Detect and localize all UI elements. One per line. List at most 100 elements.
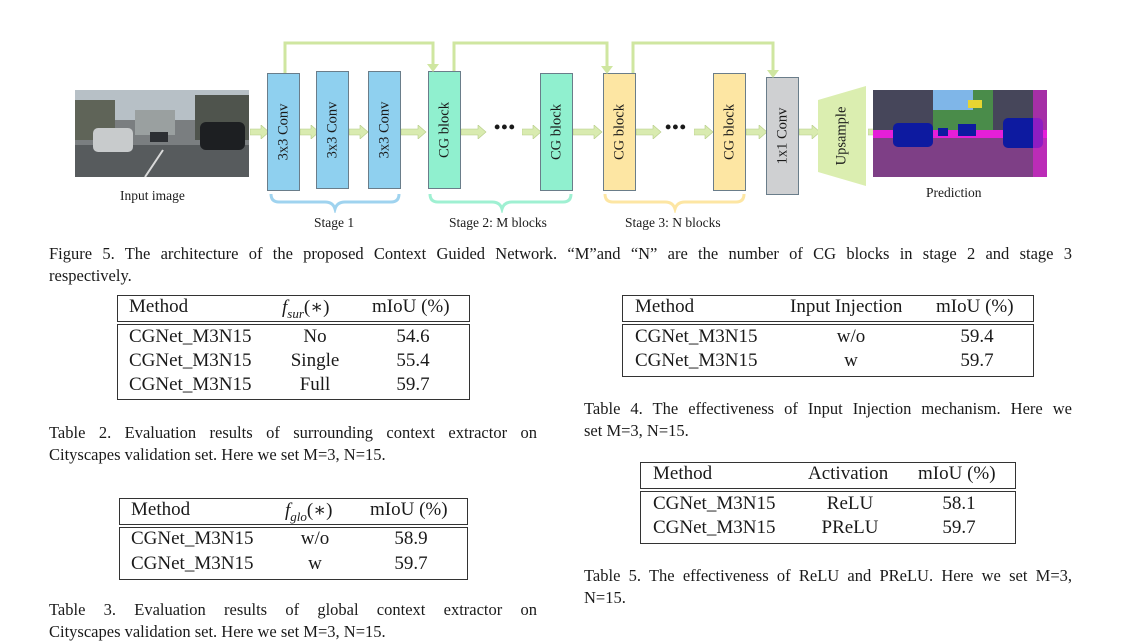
cg-block-label: CG block: [611, 104, 627, 160]
table-cell: CGNet_M3N15: [635, 326, 758, 347]
ellipsis: •••: [494, 117, 516, 137]
header-fsur: fsur(∗): [282, 297, 330, 321]
header-miou: mIoU (%): [936, 296, 1014, 317]
input-image-label: Input image: [120, 188, 185, 203]
conv3x3-block-1: 3x3 Conv: [267, 73, 300, 191]
cg-block-label: CG block: [721, 104, 737, 160]
skip-connections: [283, 41, 779, 78]
upsample-label: Upsample: [833, 106, 850, 166]
conv3x3-block-label: 3x3 Conv: [324, 101, 340, 159]
header-method: Method: [131, 499, 191, 520]
ellipsis: •••: [665, 117, 687, 137]
conv1x1-block-label: 1x1 Conv: [774, 107, 790, 165]
table-cell: 59.7: [396, 374, 430, 395]
table-body-box: [119, 527, 468, 580]
arrow-icon: [401, 125, 427, 139]
table-header-box: [640, 462, 1016, 489]
conv3x3-block-3: 3x3 Conv: [368, 71, 401, 189]
arrow-icon: [746, 125, 768, 139]
table-header-box: [119, 498, 468, 525]
cg-block-stage2-last: CG block: [540, 73, 573, 191]
table-cell: 58.9: [394, 528, 428, 549]
stage-braces: [269, 193, 746, 213]
table-cell: 59.4: [960, 326, 994, 347]
table-cell: 59.7: [960, 350, 994, 371]
stage1-label: Stage 1: [314, 215, 355, 230]
arrow-icon: [349, 125, 369, 139]
table-cell: Full: [299, 374, 331, 395]
table-cell: ReLU: [826, 493, 874, 514]
table-cell: 55.4: [396, 350, 430, 371]
cg-block-label: CG block: [436, 102, 452, 158]
table-cell: CGNet_M3N15: [635, 350, 758, 371]
header-activation: Activation: [808, 463, 889, 484]
table-cell: 58.1: [942, 493, 976, 514]
table-cell: Single: [290, 350, 340, 371]
arrow-icon: [522, 125, 542, 139]
arrow-icon: [300, 125, 320, 139]
table-header-box: [622, 295, 1034, 322]
cg-block-stage2-first: CG block: [428, 71, 461, 189]
prediction-image: [873, 90, 1047, 177]
header-method: Method: [653, 463, 713, 484]
street-photo: [75, 90, 249, 177]
architecture-figure: Input image 3x3 Conv 3x3 Conv 3x3 Conv C…: [60, 30, 1060, 235]
table4: Method Input Injection mIoU (%) CGNet_M3…: [622, 295, 1036, 379]
conv3x3-block-label: 3x3 Conv: [376, 101, 392, 159]
header-method: Method: [129, 296, 189, 317]
table5-caption-line2: N=15.: [584, 588, 626, 607]
stage2-label: Stage 2: M blocks: [449, 215, 547, 230]
header-input-injection: Input Injection: [790, 296, 903, 317]
header-method: Method: [635, 296, 695, 317]
table-cell: 54.6: [396, 326, 430, 347]
conv3x3-block-label: 3x3 Conv: [275, 103, 291, 161]
table-cell: 59.7: [942, 517, 976, 538]
stage3-label: Stage 3: N blocks: [625, 215, 721, 230]
table-cell: CGNet_M3N15: [653, 517, 776, 538]
arrow-icon: [636, 125, 662, 139]
header-miou: mIoU (%): [370, 499, 448, 520]
conv1x1-block: 1x1 Conv: [766, 77, 799, 195]
upsample-block: [818, 86, 866, 186]
table4-caption-line1: Table 4. The effectiveness of Input Inje…: [584, 399, 1072, 418]
input-image: [75, 90, 249, 177]
table-cell: 59.7: [394, 553, 428, 574]
table-header-box: [117, 295, 470, 322]
segmentation-map: [873, 90, 1047, 177]
table2-caption-line2: Cityscapes validation set. Here we set M…: [49, 445, 386, 464]
header-fglo: fglo(∗): [285, 500, 333, 524]
conv3x3-block-2: 3x3 Conv: [316, 71, 349, 189]
table3: Method fglo(∗) mIoU (%) CGNet_M3N15 w/o …: [119, 498, 469, 582]
table-body-box: [640, 491, 1016, 544]
arrow-icon: [250, 125, 270, 139]
header-miou: mIoU (%): [372, 296, 450, 317]
arrow-icon: [799, 125, 821, 139]
table-cell: CGNet_M3N15: [129, 326, 252, 347]
table-cell: CGNet_M3N15: [131, 553, 254, 574]
table-cell: CGNet_M3N15: [653, 493, 776, 514]
prediction-label: Prediction: [926, 185, 982, 200]
figure-caption-line2: respectively.: [49, 266, 132, 285]
table5: Method Activation mIoU (%) CGNet_M3N15 R…: [640, 462, 1018, 546]
table4-caption-line2: set M=3, N=15.: [584, 421, 689, 440]
table-cell: w/o: [836, 326, 866, 347]
table-cell: CGNet_M3N15: [129, 350, 252, 371]
table-cell: No: [303, 326, 327, 347]
table-cell: CGNet_M3N15: [129, 374, 252, 395]
table5-caption-line1: Table 5. The effectiveness of ReLU and P…: [584, 566, 1072, 585]
table-cell: w/o: [300, 528, 330, 549]
cg-block-stage3-first: CG block: [603, 73, 636, 191]
table-body-box: [622, 324, 1034, 377]
table-cell: CGNet_M3N15: [131, 528, 254, 549]
table3-caption-line2: Cityscapes validation set. Here we set M…: [49, 622, 386, 641]
table2: Method fsur(∗) mIoU (%) CGNet_M3N15 No 5…: [117, 295, 471, 403]
table-cell: PReLU: [821, 517, 879, 538]
header-miou: mIoU (%): [918, 463, 996, 484]
table-cell: w: [844, 350, 858, 371]
table2-caption-line1: Table 2. Evaluation results of surroundi…: [49, 423, 537, 442]
arrow-icon: [694, 125, 714, 139]
cg-block-label: CG block: [548, 104, 564, 160]
cg-block-stage3-last: CG block: [713, 73, 746, 191]
table-cell: w: [308, 553, 322, 574]
table-body-box: [117, 324, 470, 400]
